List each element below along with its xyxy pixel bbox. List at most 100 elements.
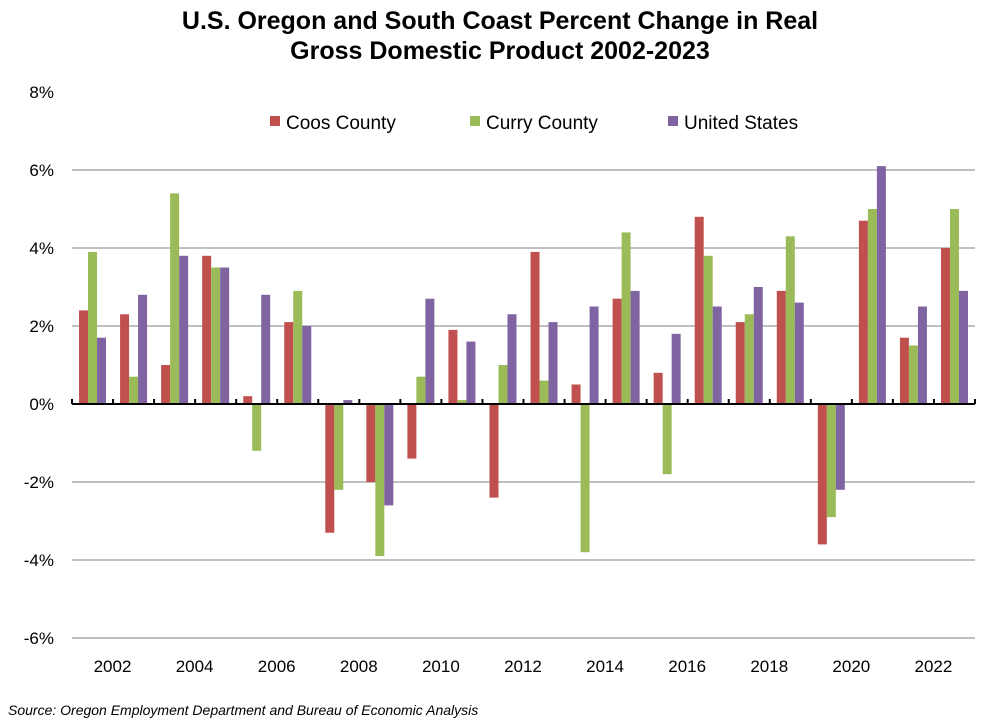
bar-united-states	[876, 166, 886, 404]
legend-swatch	[470, 116, 480, 126]
bar-united-states	[220, 267, 230, 404]
source-note: Source: Oregon Employment Department and…	[8, 702, 479, 718]
y-tick-label: 6%	[29, 161, 54, 180]
legend-label: Coos County	[286, 113, 396, 134]
chart-title-line-1: U.S. Oregon and South Coast Percent Chan…	[181, 7, 819, 35]
x-tick-label: 2018	[750, 657, 788, 676]
bar-curry-county	[703, 255, 713, 404]
bar-coos-county	[571, 384, 581, 404]
bar-coos-county	[694, 216, 704, 404]
bar-coos-county	[940, 248, 950, 404]
x-tick-label: 2014	[586, 657, 624, 676]
bar-united-states	[753, 287, 763, 404]
chart-title: U.S. Oregon and South Coast Percent Chan…	[0, 6, 1000, 66]
chart-title-line-2: Gross Domestic Product 2002-2023	[290, 37, 710, 65]
bar-united-states	[958, 290, 968, 404]
bar-curry-county	[826, 404, 836, 518]
bar-coos-county	[653, 372, 663, 404]
bar-curry-county	[252, 404, 262, 451]
bar-curry-county	[867, 209, 877, 404]
bar-united-states	[179, 255, 189, 404]
bar-united-states	[343, 400, 353, 404]
bar-curry-county	[785, 236, 795, 404]
y-tick-label: -4%	[24, 551, 54, 570]
legend-swatch	[668, 116, 678, 126]
y-tick-label: 8%	[29, 83, 54, 102]
bar-coos-county	[735, 322, 745, 404]
bar-coos-county	[530, 251, 540, 404]
x-tick-label: 2004	[176, 657, 214, 676]
bar-curry-county	[293, 290, 303, 404]
bar-united-states	[794, 302, 804, 404]
bar-coos-county	[161, 365, 171, 404]
bar-curry-county	[498, 365, 508, 404]
bar-curry-county	[375, 404, 385, 557]
bar-coos-county	[612, 298, 622, 404]
y-tick-label: -6%	[24, 629, 54, 648]
bar-curry-county	[949, 209, 959, 404]
bar-curry-county	[744, 314, 754, 404]
bar-curry-county	[88, 251, 98, 404]
bar-coos-county	[284, 322, 294, 404]
x-tick-label: 2008	[340, 657, 378, 676]
bar-coos-county	[899, 337, 909, 404]
bar-coos-county	[120, 314, 130, 404]
legend-label: United States	[684, 113, 798, 134]
bar-united-states	[589, 306, 599, 404]
bar-curry-county	[334, 404, 344, 490]
bar-coos-county	[776, 290, 786, 404]
y-axis: -6% -4% -2% 0% 2% 4% 6% 8%	[24, 83, 54, 648]
bar-united-states	[261, 294, 271, 404]
bars	[79, 166, 968, 557]
y-tick-label: 0%	[29, 395, 54, 414]
y-tick-label: 2%	[29, 317, 54, 336]
bar-coos-county	[325, 404, 335, 533]
x-tick-label: 2002	[94, 657, 132, 676]
bar-coos-county	[448, 329, 458, 404]
legend: Coos County Curry County United States	[270, 113, 798, 134]
x-tick-label: 2020	[832, 657, 870, 676]
bar-curry-county	[621, 232, 631, 404]
bar-united-states	[507, 314, 517, 404]
bar-united-states	[97, 337, 107, 404]
bar-united-states	[548, 322, 558, 404]
bar-curry-county	[416, 376, 426, 404]
x-tick-label: 2016	[668, 657, 706, 676]
bar-united-states	[835, 404, 845, 490]
bar-united-states	[425, 298, 435, 404]
bar-united-states	[138, 294, 148, 404]
x-tick-label: 2022	[915, 657, 953, 676]
bar-coos-county	[407, 404, 417, 459]
bar-coos-county	[202, 255, 212, 404]
bar-united-states	[671, 333, 681, 404]
bar-united-states	[917, 306, 927, 404]
bar-curry-county	[662, 404, 672, 475]
bar-coos-county	[817, 404, 827, 545]
y-tick-label: 4%	[29, 239, 54, 258]
bar-united-states	[466, 341, 476, 404]
bar-coos-county	[366, 404, 376, 482]
bar-curry-county	[170, 193, 180, 404]
x-tick-label: 2006	[258, 657, 296, 676]
bar-united-states	[630, 290, 640, 404]
bar-united-states	[712, 306, 722, 404]
bar-curry-county	[129, 376, 139, 404]
x-axis: 2002 2004 2006 2008 2010 2012 2014 2016 2018 2020…	[71, 399, 976, 676]
bar-coos-county	[243, 396, 253, 404]
bar-curry-county	[580, 404, 590, 553]
bar-coos-county	[489, 404, 499, 498]
bar-united-states	[384, 404, 394, 506]
legend-swatch	[270, 116, 280, 126]
x-tick-label: 2012	[504, 657, 542, 676]
bar-coos-county	[858, 220, 868, 404]
bar-coos-county	[79, 310, 89, 404]
x-tick-label: 2010	[422, 657, 460, 676]
legend-label: Curry County	[486, 113, 598, 134]
bar-curry-county	[539, 380, 549, 404]
bar-curry-county	[908, 345, 918, 404]
bar-united-states	[302, 326, 312, 404]
bar-curry-county	[457, 400, 467, 404]
y-tick-label: -2%	[24, 473, 54, 492]
bar-curry-county	[211, 267, 221, 404]
